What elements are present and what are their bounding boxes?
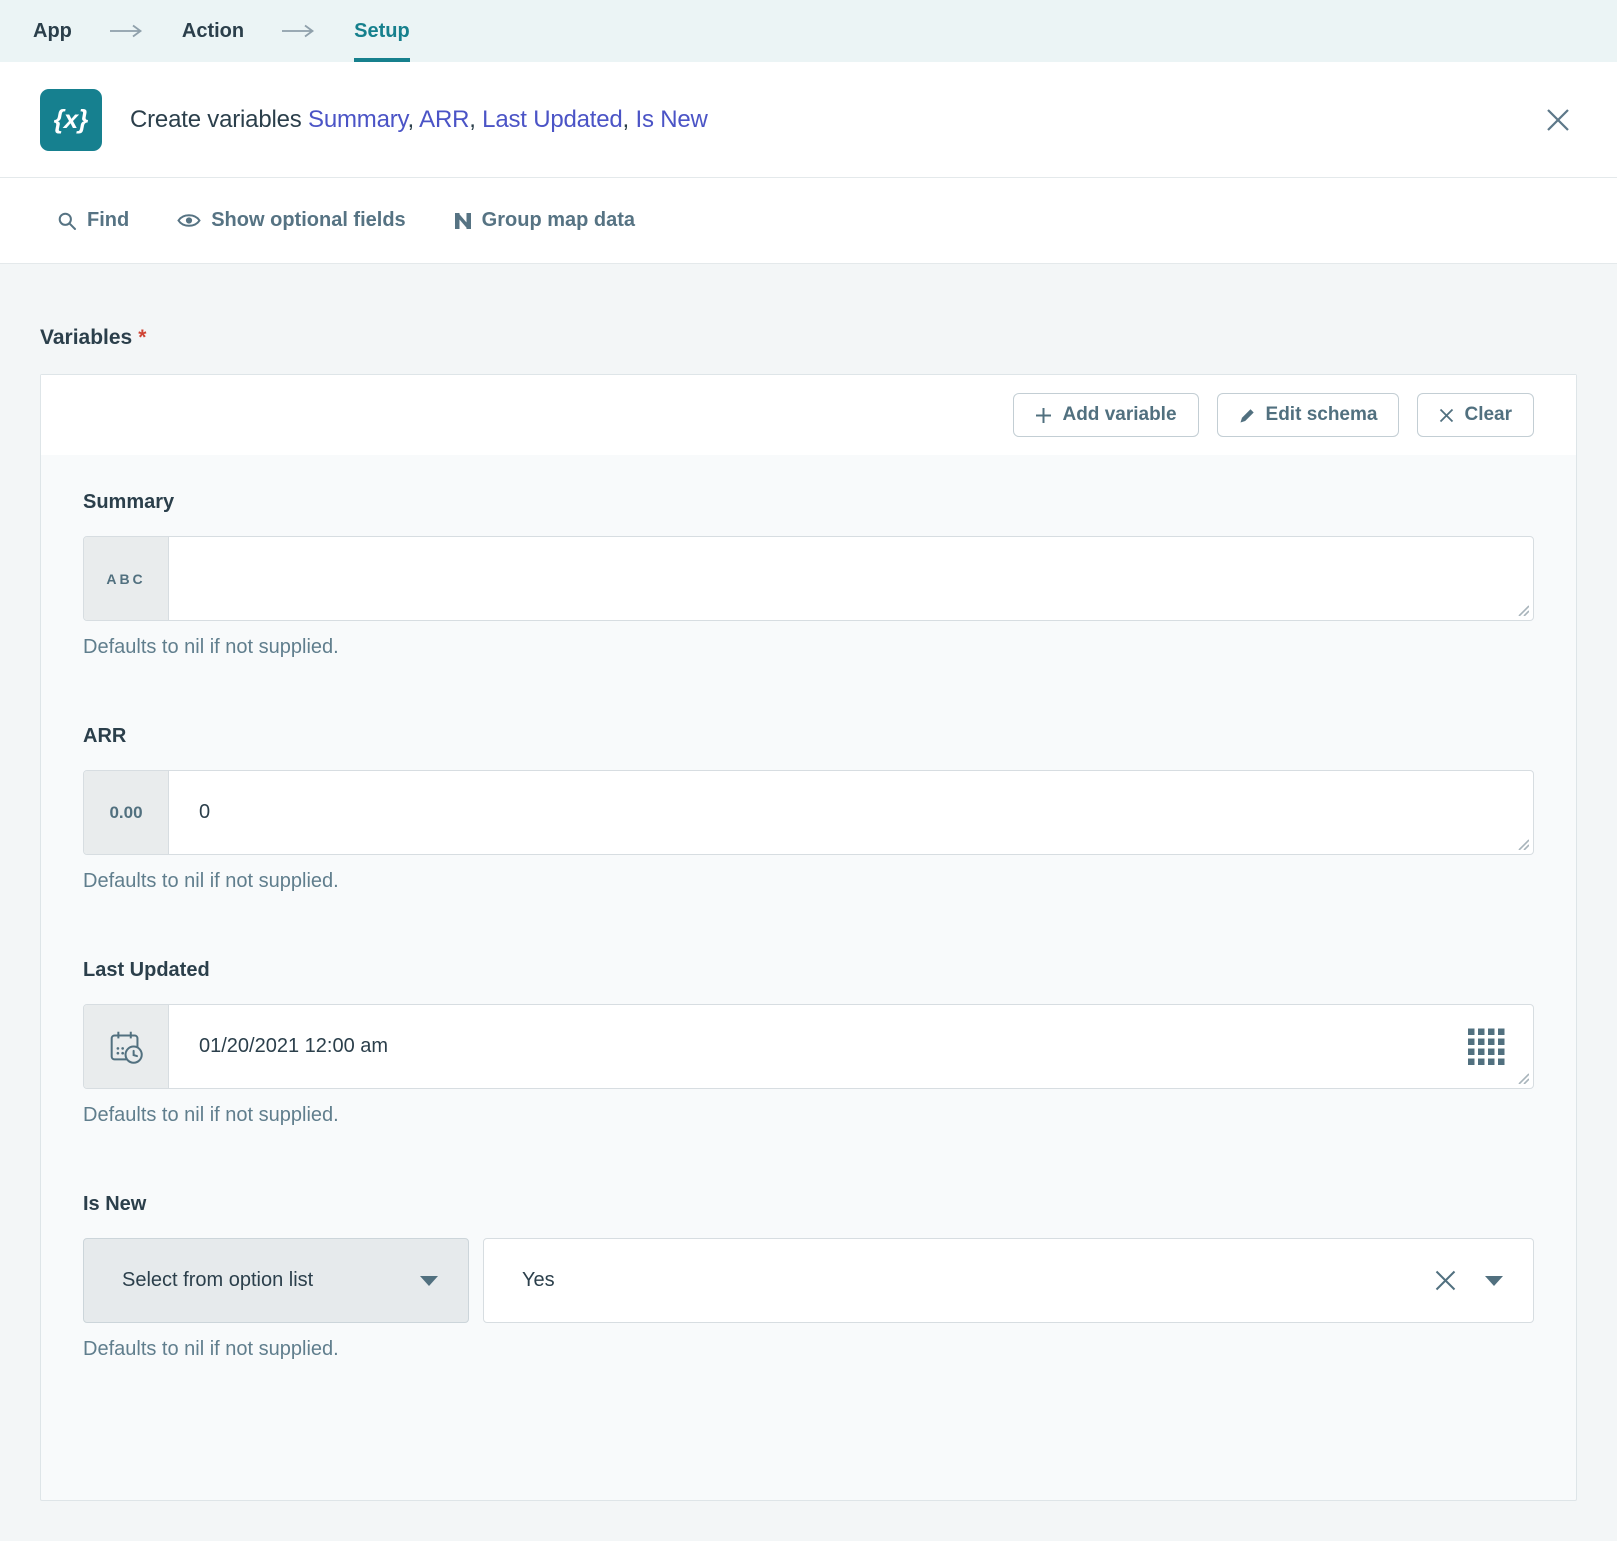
resize-handle-icon[interactable] (1516, 1071, 1529, 1084)
variable-link-is-new[interactable]: Is New (635, 105, 708, 133)
pencil-icon (1240, 408, 1254, 422)
group-map-data-button[interactable]: Group map data (454, 209, 635, 232)
summary-type-toggle[interactable]: ABC (84, 537, 169, 620)
calendar-clock-icon (110, 1031, 143, 1064)
breadcrumb-setup[interactable]: Setup (354, 0, 410, 62)
search-icon (58, 212, 76, 230)
last-updated-input[interactable]: 01/20/2021 12:00 am (169, 1005, 1533, 1088)
is-new-label: Is New (83, 1193, 147, 1215)
is-new-row: Select from option list Yes (83, 1238, 1534, 1323)
close-icon (1547, 108, 1569, 131)
eye-icon (177, 214, 201, 227)
last-updated-input-group: 01/20/2021 12:00 am (83, 1004, 1534, 1089)
plus-icon (1036, 407, 1052, 423)
last-updated-help-text: Defaults to nil if not supplied. (83, 1104, 339, 1126)
summary-label: Summary (83, 491, 175, 513)
summary-input[interactable] (169, 537, 1533, 620)
group-map-icon (454, 212, 471, 229)
summary-help-text: Defaults to nil if not supplied. (83, 636, 339, 658)
clear-button[interactable]: Clear (1417, 393, 1534, 437)
add-variable-label: Add variable (1062, 404, 1177, 425)
is-new-mode-dropdown[interactable]: Select from option list (83, 1238, 469, 1323)
variables-section-label: Variables * (40, 326, 1617, 350)
chevron-down-icon (420, 1275, 438, 1286)
clear-value-button[interactable] (1434, 1269, 1457, 1292)
section-title: Variables (40, 326, 133, 349)
breadcrumb-action-label: Action (181, 19, 245, 42)
app-icon-glyph: {x} (53, 104, 89, 134)
variable-link-summary[interactable]: Summary (308, 105, 408, 133)
show-optional-fields-label: Show optional fields (211, 209, 406, 231)
arr-type-toggle[interactable]: 0.00 (84, 771, 169, 854)
clear-label: Clear (1464, 404, 1512, 425)
action-title: Create variables Summary, ARR, Last Upda… (130, 105, 708, 133)
field-summary: Summary ABC Defaults to nil if not suppl… (83, 491, 1534, 659)
edit-schema-label: Edit schema (1265, 404, 1378, 425)
arrow-right-icon (282, 0, 316, 62)
breadcrumb: App Action Setup (0, 0, 1617, 62)
close-button[interactable] (1539, 101, 1577, 139)
panel-body: Summary ABC Defaults to nil if not suppl… (41, 491, 1576, 1361)
panel-actions: Add variable Edit schema Clear (41, 375, 1576, 455)
breadcrumb-setup-label: Setup (354, 19, 410, 42)
breadcrumb-app-label: App (33, 19, 72, 42)
arr-input[interactable]: 0 (169, 771, 1533, 854)
field-last-updated: Last Updated 01/2 (83, 959, 1534, 1127)
resize-handle-icon[interactable] (1516, 837, 1529, 850)
field-toolbar: Find Show optional fields Group map data (0, 178, 1617, 264)
field-arr: ARR 0.00 0 Defaults to nil if not suppli… (83, 725, 1534, 893)
arr-input-group: 0.00 0 (83, 770, 1534, 855)
number-type-icon: 0.00 (109, 802, 143, 822)
is-new-help-text: Defaults to nil if not supplied. (83, 1338, 339, 1360)
resize-handle-icon[interactable] (1516, 603, 1529, 616)
required-asterisk: * (138, 326, 147, 349)
find-button[interactable]: Find (57, 209, 129, 232)
edit-schema-button[interactable]: Edit schema (1216, 393, 1400, 437)
is-new-value-select[interactable]: Yes (483, 1238, 1534, 1323)
arr-value: 0 (199, 801, 211, 823)
group-map-data-label: Group map data (481, 209, 636, 231)
x-icon (1440, 408, 1454, 422)
variables-panel: Add variable Edit schema Clear Summary A… (40, 374, 1577, 1501)
find-label: Find (87, 209, 130, 231)
grid-icon (1468, 1028, 1505, 1065)
add-variable-button[interactable]: Add variable (1013, 393, 1199, 437)
x-icon (1435, 1270, 1456, 1291)
is-new-value: Yes (522, 1269, 555, 1291)
breadcrumb-app[interactable]: App (33, 0, 72, 62)
breadcrumb-action[interactable]: Action (182, 0, 244, 62)
text-type-icon: ABC (106, 570, 146, 587)
chevron-down-icon (1485, 1275, 1503, 1286)
is-new-mode-label: Select from option list (122, 1269, 314, 1291)
arr-help-text: Defaults to nil if not supplied. (83, 870, 339, 892)
variable-link-last-updated[interactable]: Last Updated (482, 105, 623, 133)
field-is-new: Is New Select from option list Yes Defau… (83, 1193, 1534, 1361)
summary-input-group: ABC (83, 536, 1534, 621)
datepicker-button[interactable] (1468, 1028, 1505, 1065)
last-updated-value: 01/20/2021 12:00 am (199, 1035, 389, 1057)
variable-link-arr[interactable]: ARR (419, 105, 470, 133)
last-updated-label: Last Updated (83, 959, 210, 981)
title-prefix: Create variables (130, 105, 309, 133)
arr-label: ARR (83, 725, 127, 747)
arrow-right-icon (109, 0, 144, 62)
show-optional-fields-button[interactable]: Show optional fields (177, 209, 406, 232)
last-updated-type-toggle[interactable] (84, 1005, 169, 1088)
variables-app-icon: {x} (40, 88, 102, 151)
action-header: {x} Create variables Summary, ARR, Last … (0, 62, 1617, 178)
